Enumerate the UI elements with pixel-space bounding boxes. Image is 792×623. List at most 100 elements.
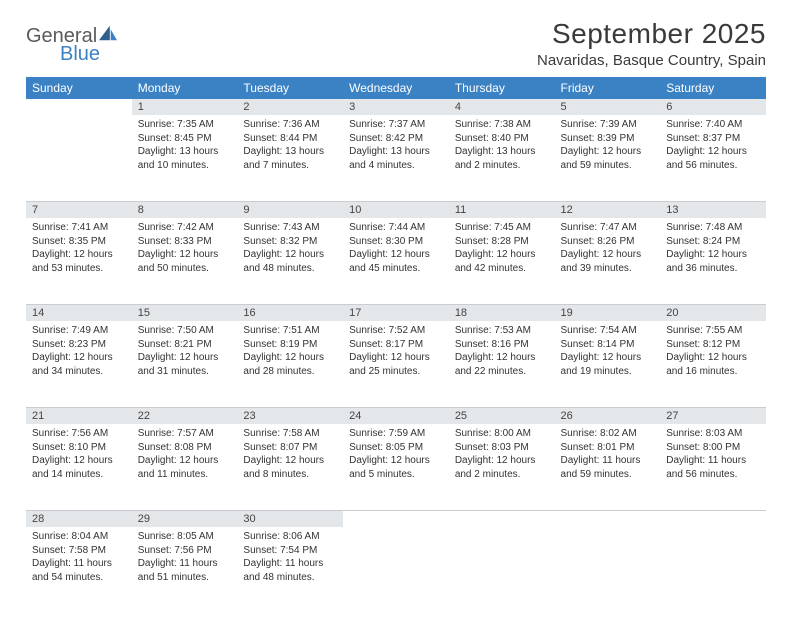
sunrise-line: Sunrise: 8:06 AM [243,530,337,544]
daynum-row: 282930 [26,510,766,527]
day-cell: Sunrise: 7:48 AMSunset: 8:24 PMDaylight:… [660,218,766,281]
week-row: Sunrise: 7:35 AMSunset: 8:45 PMDaylight:… [26,115,766,201]
location: Navaridas, Basque Country, Spain [537,52,766,69]
calendar-body: 123456Sunrise: 7:35 AMSunset: 8:45 PMDay… [26,99,766,613]
week-row: Sunrise: 7:49 AMSunset: 8:23 PMDaylight:… [26,321,766,407]
daynum-row: 78910111213 [26,201,766,218]
day-cell: Sunrise: 7:44 AMSunset: 8:30 PMDaylight:… [343,218,449,281]
day-number: 24 [343,407,449,424]
day-number: 17 [343,304,449,321]
sunset-line: Sunset: 8:39 PM [561,132,655,146]
empty-daynum [449,510,555,527]
sunrise-line: Sunrise: 7:55 AM [666,324,760,338]
sunrise-line: Sunrise: 7:42 AM [138,221,232,235]
title-block: September 2025 Navaridas, Basque Country… [537,18,766,69]
daylight-line: Daylight: 12 hours and 34 minutes. [32,351,126,378]
sunset-line: Sunset: 8:45 PM [138,132,232,146]
sunrise-line: Sunrise: 7:37 AM [349,118,443,132]
day-number: 11 [449,201,555,218]
sunset-line: Sunset: 8:26 PM [561,235,655,249]
day-number: 3 [343,99,449,115]
daylight-line: Daylight: 12 hours and 19 minutes. [561,351,655,378]
daylight-line: Daylight: 12 hours and 25 minutes. [349,351,443,378]
daylight-line: Daylight: 12 hours and 28 minutes. [243,351,337,378]
day-number: 2 [237,99,343,115]
day-cell: Sunrise: 7:36 AMSunset: 8:44 PMDaylight:… [237,115,343,178]
day-cell: Sunrise: 7:35 AMSunset: 8:45 PMDaylight:… [132,115,238,178]
sunrise-line: Sunrise: 7:43 AM [243,221,337,235]
weekday-header: Friday [555,77,661,99]
sunset-line: Sunset: 8:19 PM [243,338,337,352]
sunrise-line: Sunrise: 7:56 AM [32,427,126,441]
daylight-line: Daylight: 12 hours and 31 minutes. [138,351,232,378]
sunset-line: Sunset: 8:42 PM [349,132,443,146]
sunrise-line: Sunrise: 7:47 AM [561,221,655,235]
day-cell: Sunrise: 8:03 AMSunset: 8:00 PMDaylight:… [660,424,766,487]
sunset-line: Sunset: 8:08 PM [138,441,232,455]
daylight-line: Daylight: 11 hours and 51 minutes. [138,557,232,584]
sunset-line: Sunset: 8:12 PM [666,338,760,352]
sunset-line: Sunset: 7:58 PM [32,544,126,558]
daylight-line: Daylight: 12 hours and 45 minutes. [349,248,443,275]
day-cell: Sunrise: 7:40 AMSunset: 8:37 PMDaylight:… [660,115,766,178]
day-number: 7 [26,201,132,218]
weekday-header: Tuesday [237,77,343,99]
empty-cell [449,527,555,536]
sunrise-line: Sunrise: 7:52 AM [349,324,443,338]
day-cell: Sunrise: 7:53 AMSunset: 8:16 PMDaylight:… [449,321,555,384]
sunset-line: Sunset: 8:23 PM [32,338,126,352]
daylight-line: Daylight: 12 hours and 50 minutes. [138,248,232,275]
sunset-line: Sunset: 8:37 PM [666,132,760,146]
day-number: 1 [132,99,238,115]
sunset-line: Sunset: 8:10 PM [32,441,126,455]
weekday-header-row: SundayMondayTuesdayWednesdayThursdayFrid… [26,77,766,99]
sunset-line: Sunset: 8:00 PM [666,441,760,455]
day-cell: Sunrise: 8:05 AMSunset: 7:56 PMDaylight:… [132,527,238,590]
day-cell: Sunrise: 7:45 AMSunset: 8:28 PMDaylight:… [449,218,555,281]
day-number: 30 [237,510,343,527]
day-number: 14 [26,304,132,321]
day-number: 6 [660,99,766,115]
sunset-line: Sunset: 8:40 PM [455,132,549,146]
sunrise-line: Sunrise: 7:58 AM [243,427,337,441]
sunset-line: Sunset: 8:35 PM [32,235,126,249]
brand-logo: General Blue [26,18,119,63]
sunrise-line: Sunrise: 7:51 AM [243,324,337,338]
day-number: 15 [132,304,238,321]
weekday-header: Saturday [660,77,766,99]
day-number: 13 [660,201,766,218]
empty-daynum [660,510,766,527]
sunrise-line: Sunrise: 7:41 AM [32,221,126,235]
daylight-line: Daylight: 13 hours and 4 minutes. [349,145,443,172]
daylight-line: Daylight: 12 hours and 42 minutes. [455,248,549,275]
sunrise-line: Sunrise: 7:53 AM [455,324,549,338]
calendar-table: SundayMondayTuesdayWednesdayThursdayFrid… [26,77,766,613]
daylight-line: Daylight: 12 hours and 16 minutes. [666,351,760,378]
day-number: 12 [555,201,661,218]
daylight-line: Daylight: 12 hours and 56 minutes. [666,145,760,172]
sunset-line: Sunset: 8:21 PM [138,338,232,352]
day-number: 4 [449,99,555,115]
daylight-line: Daylight: 12 hours and 8 minutes. [243,454,337,481]
sunrise-line: Sunrise: 7:50 AM [138,324,232,338]
day-cell: Sunrise: 7:38 AMSunset: 8:40 PMDaylight:… [449,115,555,178]
header: General Blue September 2025 Navaridas, B… [26,18,766,69]
day-cell: Sunrise: 7:43 AMSunset: 8:32 PMDaylight:… [237,218,343,281]
day-cell: Sunrise: 7:49 AMSunset: 8:23 PMDaylight:… [26,321,132,384]
day-cell: Sunrise: 8:04 AMSunset: 7:58 PMDaylight:… [26,527,132,590]
day-cell: Sunrise: 7:58 AMSunset: 8:07 PMDaylight:… [237,424,343,487]
sunset-line: Sunset: 8:01 PM [561,441,655,455]
day-cell: Sunrise: 7:42 AMSunset: 8:33 PMDaylight:… [132,218,238,281]
sunset-line: Sunset: 8:24 PM [666,235,760,249]
day-number: 28 [26,510,132,527]
daylight-line: Daylight: 12 hours and 5 minutes. [349,454,443,481]
sunrise-line: Sunrise: 7:49 AM [32,324,126,338]
empty-cell [26,115,132,124]
sunrise-line: Sunrise: 7:38 AM [455,118,549,132]
sunrise-line: Sunrise: 7:57 AM [138,427,232,441]
sunset-line: Sunset: 8:14 PM [561,338,655,352]
weekday-header: Sunday [26,77,132,99]
empty-daynum [26,99,132,115]
empty-cell [343,527,449,536]
day-number: 20 [660,304,766,321]
